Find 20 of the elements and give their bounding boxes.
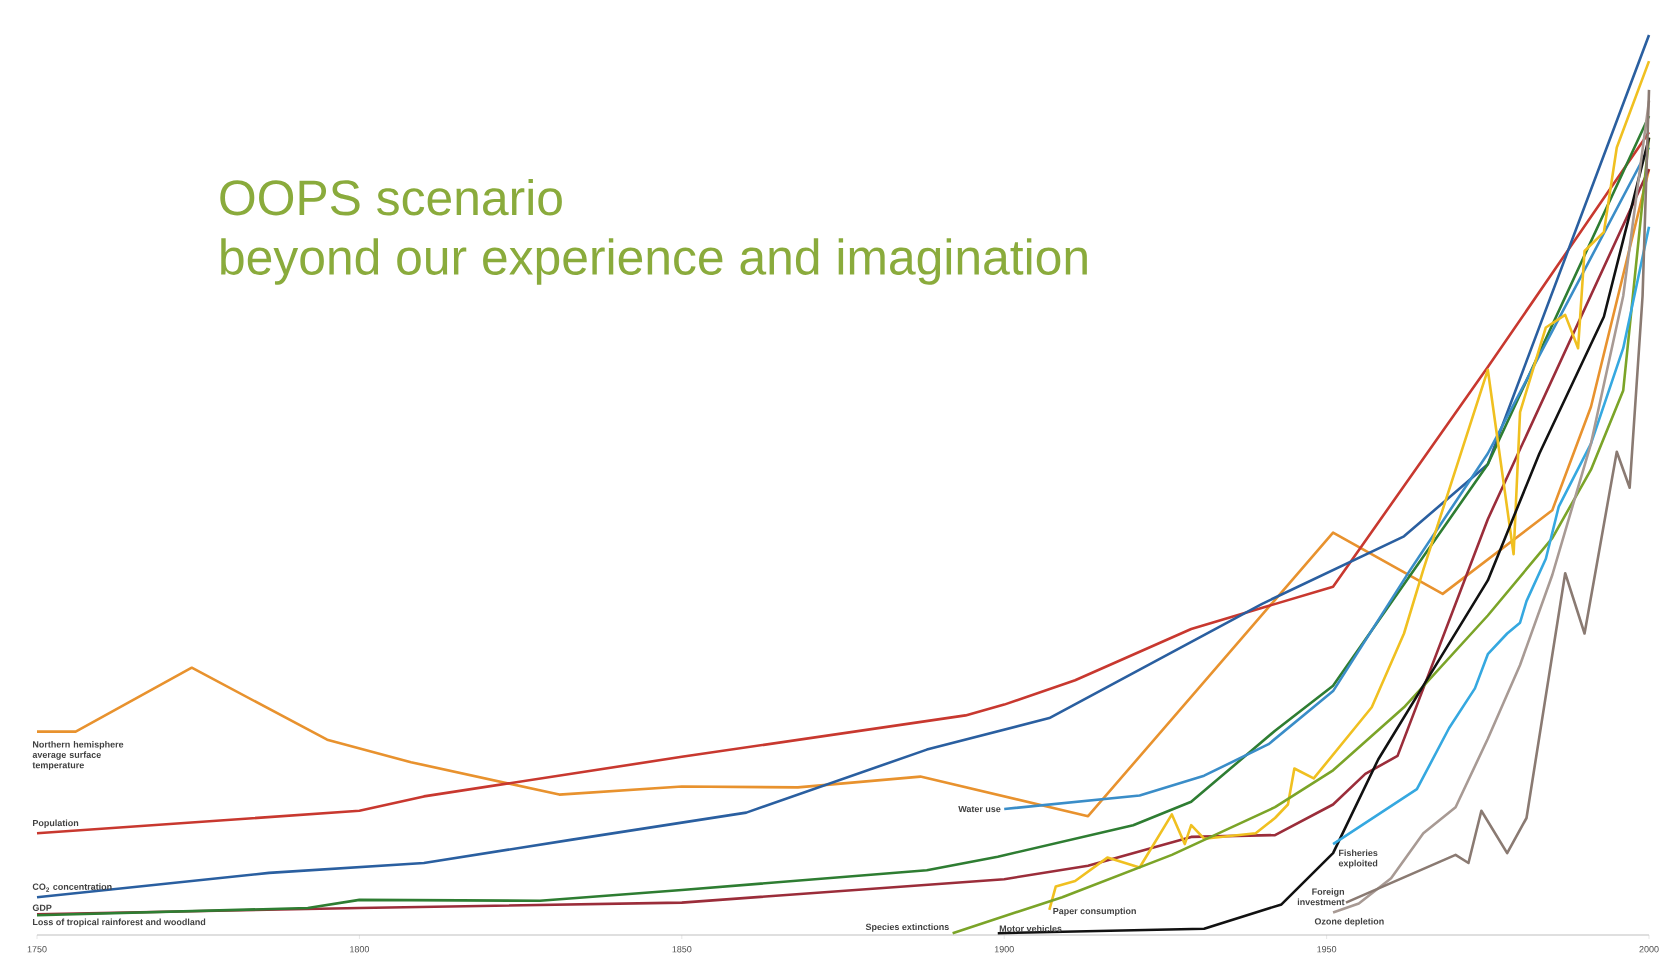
x-tick-label: 2000 [1639,946,1659,953]
series-label: Population [32,819,79,828]
x-tick-label: 1750 [27,946,47,953]
series-label: Fisheries exploited [1338,849,1378,869]
series-label: Foreign investment [1297,888,1345,906]
series-label: GDP [32,904,52,911]
x-tick-label: 1850 [672,946,692,953]
x-tick-label: 1950 [1317,946,1337,953]
series-label: Loss of tropical rainforest and woodland [32,918,206,927]
x-tick-label: 1900 [994,946,1014,953]
series-label: Species extinctions [865,923,949,932]
series-label: Northern hemisphere average surface temperature [32,740,124,771]
text: beyond our experience and imagination [221,238,1087,285]
x-tick-label: 1800 [350,946,370,953]
series-label: CO$_{2}$ concentration [32,883,112,892]
series-label: Motor vehicles [999,925,1062,932]
series-label: Ozone depletion [1314,917,1384,927]
series-label: Water use [958,805,1001,813]
text: OOPS scenario [220,178,562,216]
series-label: Paper consumption [1053,907,1136,916]
